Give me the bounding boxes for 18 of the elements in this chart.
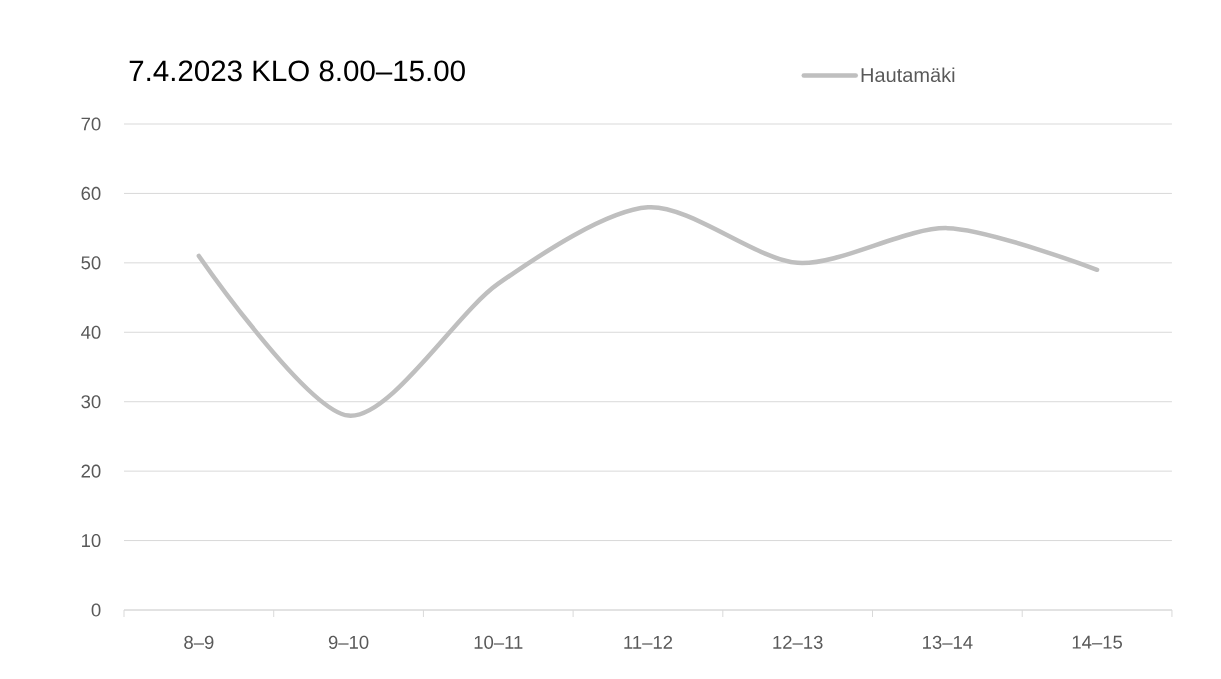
x-tick-label: 10–11 xyxy=(474,635,523,649)
y-tick-label: 30 xyxy=(81,395,101,409)
y-tick-label: 50 xyxy=(81,256,101,270)
y-tick-label: 60 xyxy=(81,186,101,200)
x-tick-label: 8–9 xyxy=(184,635,214,649)
chart-title: 7.4.2023 KLO 8.00–15.00 xyxy=(129,60,465,82)
y-tick-label: 0 xyxy=(91,603,101,617)
legend-label: Hautamäki xyxy=(861,67,955,83)
x-tick-label: 14–15 xyxy=(1072,635,1123,649)
y-tick-label: 10 xyxy=(82,534,101,548)
y-tick-label: 20 xyxy=(81,464,101,478)
x-tick-label: 12–13 xyxy=(773,635,823,649)
x-tick-label: 13–14 xyxy=(923,635,973,649)
x-tick-label: 9–10 xyxy=(328,635,369,649)
y-tick-label: 40 xyxy=(81,325,101,339)
x-tick-label: 11–12 xyxy=(624,635,673,649)
line-series xyxy=(196,205,1100,418)
y-tick-label: 70 xyxy=(81,117,101,131)
